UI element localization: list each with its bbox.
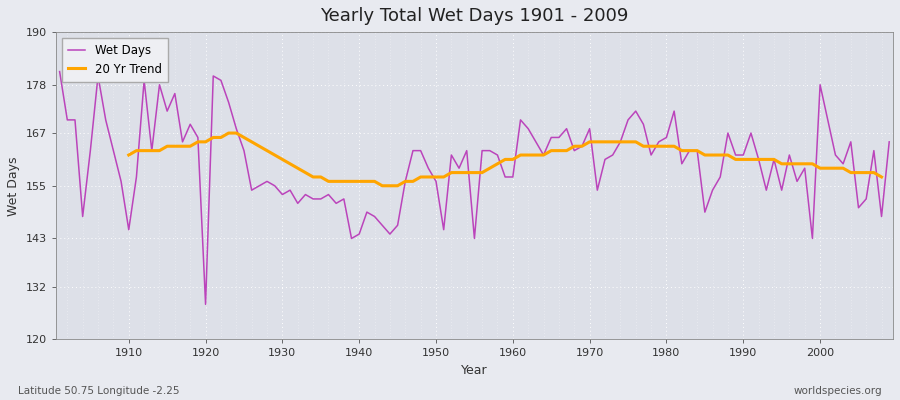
Line: Wet Days: Wet Days <box>59 72 889 304</box>
20 Yr Trend <box>515 153 526 158</box>
Wet Days <box>884 140 895 144</box>
20 Yr Trend <box>362 179 373 184</box>
Wet Days <box>54 69 65 74</box>
Wet Days <box>608 153 618 158</box>
Line: 20 Yr Trend: 20 Yr Trend <box>129 133 881 186</box>
Wet Days <box>116 179 127 184</box>
20 Yr Trend <box>730 157 741 162</box>
Wet Days <box>338 196 349 201</box>
Wet Days <box>508 174 518 179</box>
Wet Days <box>515 118 526 122</box>
20 Yr Trend <box>308 174 319 179</box>
20 Yr Trend <box>876 174 886 179</box>
Legend: Wet Days, 20 Yr Trend: Wet Days, 20 Yr Trend <box>62 38 167 82</box>
20 Yr Trend <box>123 153 134 158</box>
Title: Yearly Total Wet Days 1901 - 2009: Yearly Total Wet Days 1901 - 2009 <box>320 7 628 25</box>
X-axis label: Year: Year <box>461 364 488 377</box>
20 Yr Trend <box>538 153 549 158</box>
20 Yr Trend <box>331 179 342 184</box>
Wet Days <box>200 302 211 307</box>
Text: Latitude 50.75 Longitude -2.25: Latitude 50.75 Longitude -2.25 <box>18 386 179 396</box>
Wet Days <box>292 201 303 206</box>
20 Yr Trend <box>377 183 388 188</box>
Y-axis label: Wet Days: Wet Days <box>7 156 20 216</box>
20 Yr Trend <box>223 131 234 136</box>
Text: worldspecies.org: worldspecies.org <box>794 386 882 396</box>
